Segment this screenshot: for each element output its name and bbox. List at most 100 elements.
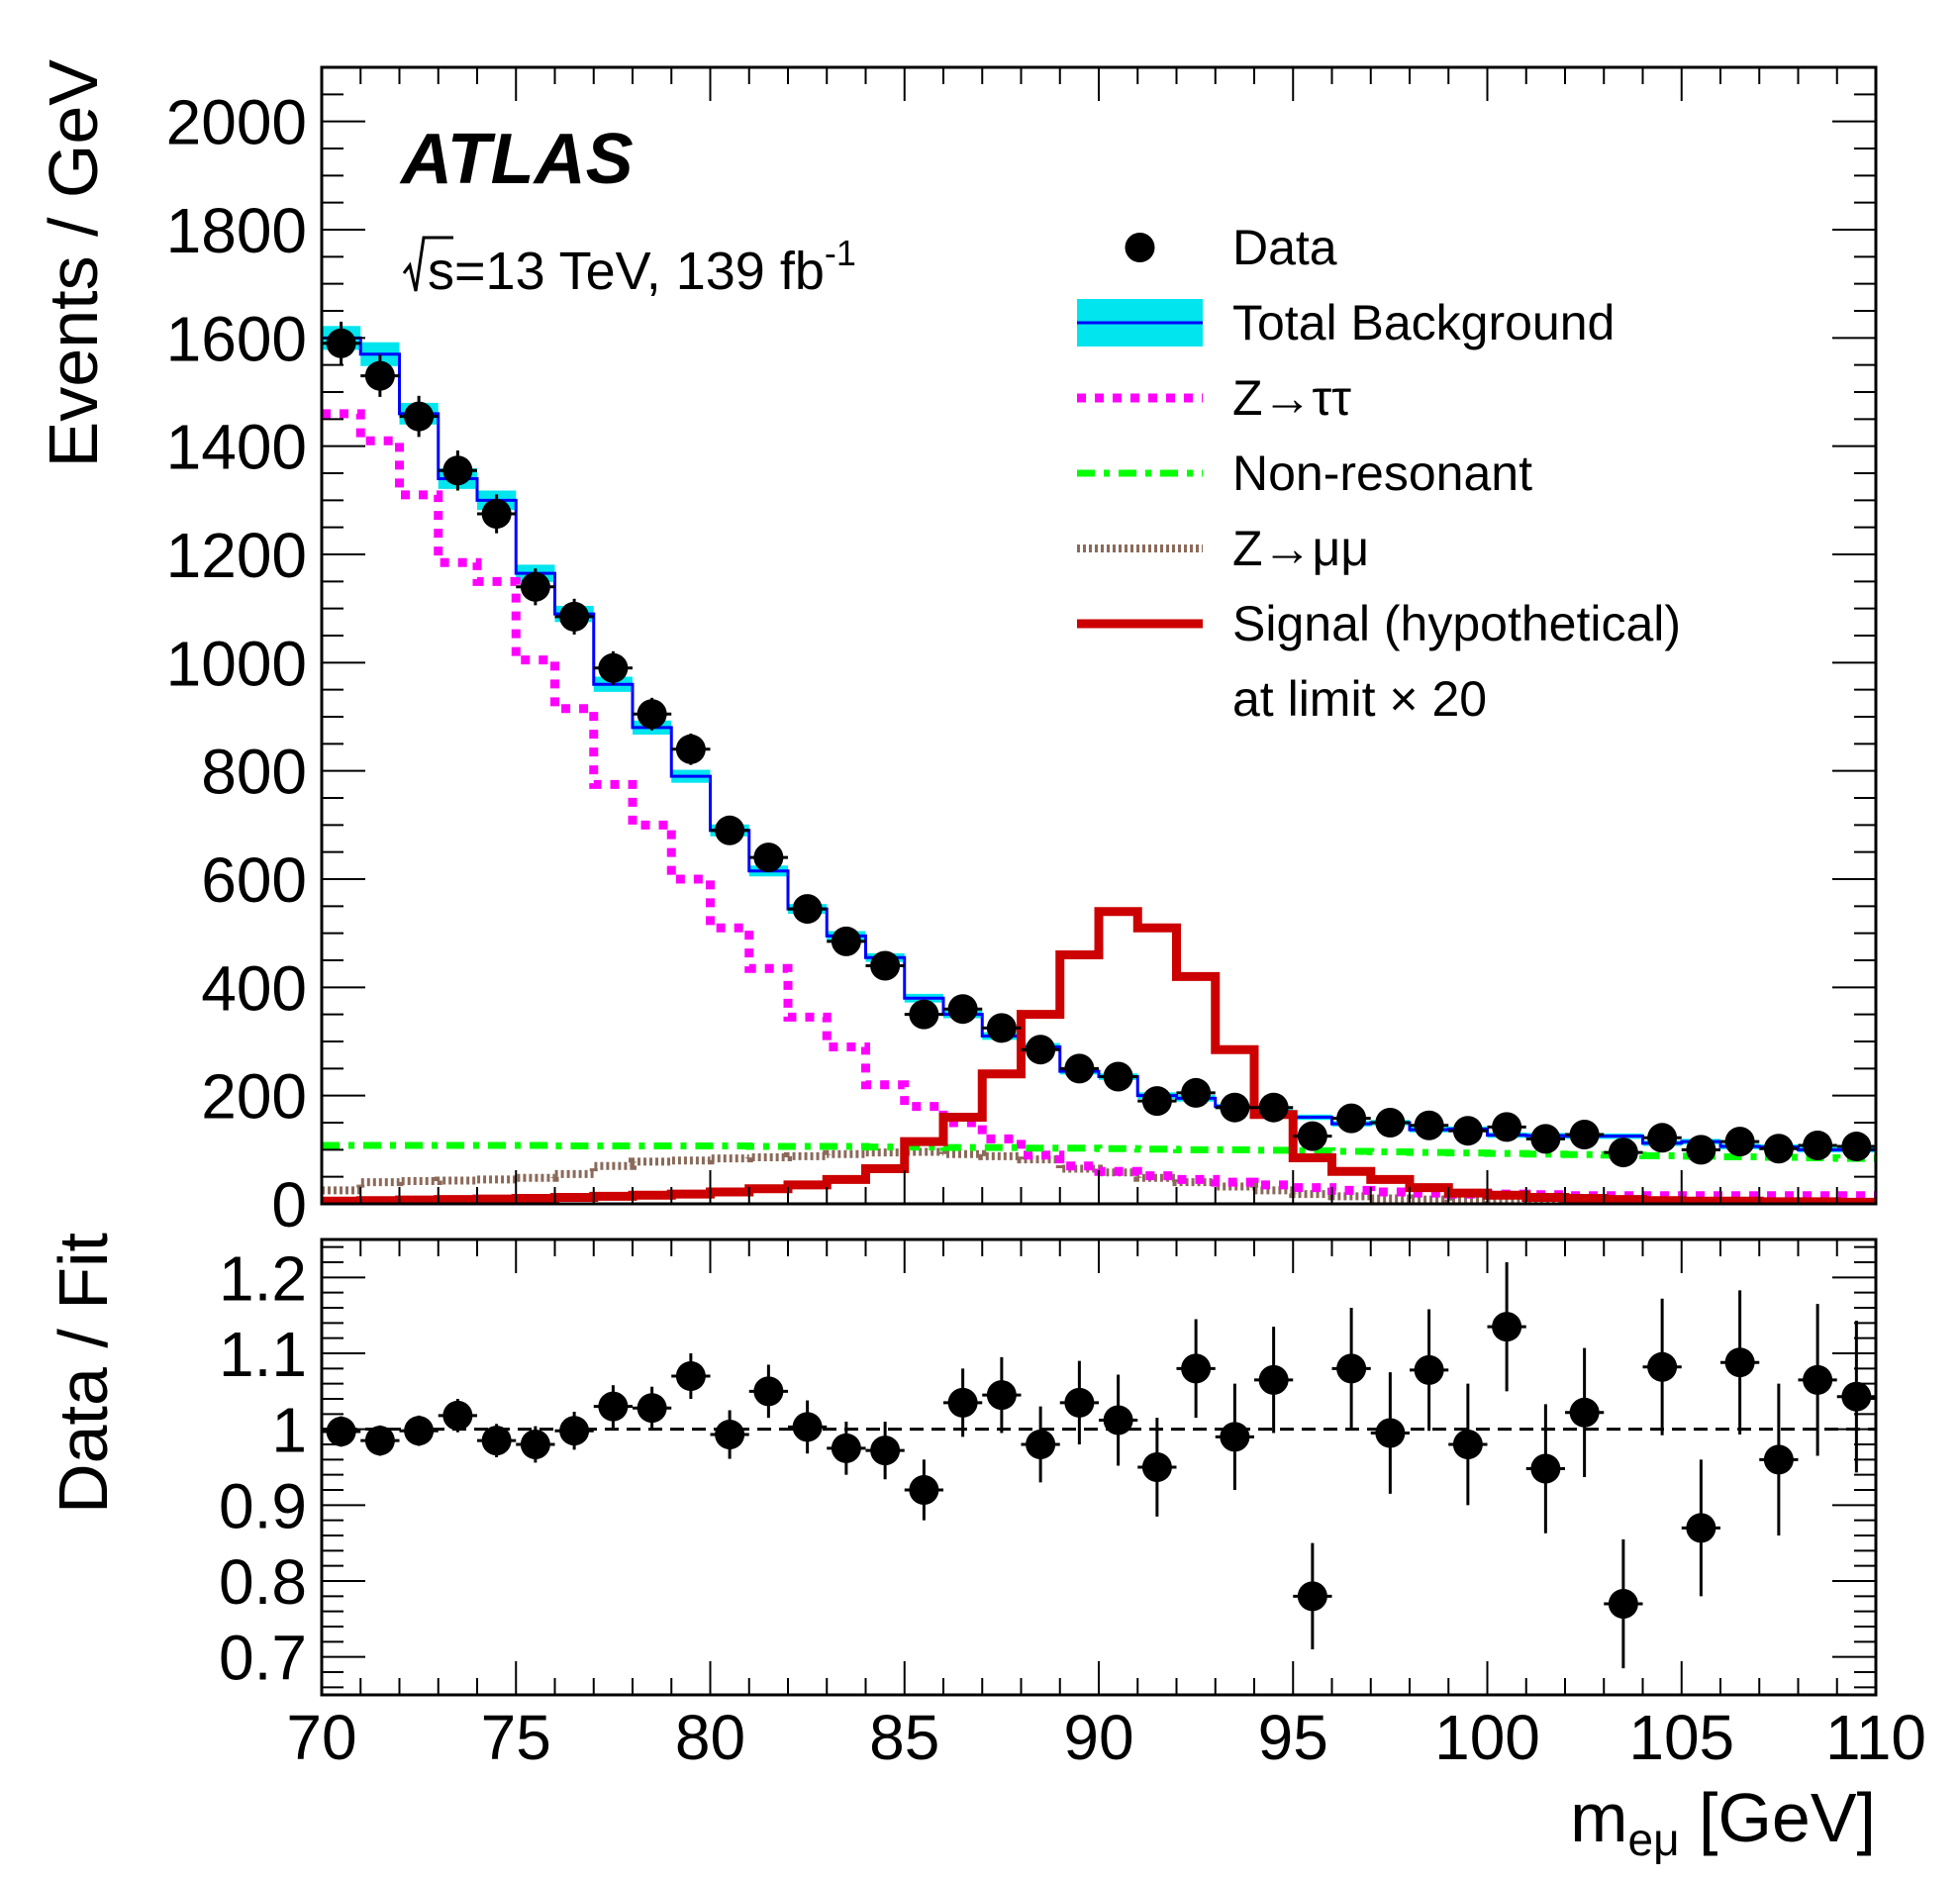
data-point (1604, 1138, 1643, 1168)
ratio-point-marker (1336, 1353, 1367, 1384)
x-tick-label: 75 (481, 1702, 551, 1773)
ratio-point-marker (1686, 1513, 1716, 1543)
data-point (399, 395, 439, 438)
y-tick-label: 0 (271, 1169, 307, 1240)
ratio-point-marker (1803, 1364, 1833, 1395)
data-point-marker (715, 815, 745, 845)
ratio-point (1099, 1374, 1138, 1466)
data-point-marker (1336, 1103, 1367, 1134)
ratio-point (477, 1424, 517, 1458)
x-tick-label: 90 (1063, 1702, 1133, 1773)
legend-label: Z→μμ (1232, 521, 1369, 576)
data-point-marker (559, 601, 590, 632)
ratio-point (1176, 1319, 1216, 1419)
legend-label: Z→ττ (1232, 370, 1351, 426)
data-point-marker (598, 652, 629, 683)
ratio-point (1331, 1308, 1371, 1430)
y-tick-label: 2000 (166, 87, 307, 158)
data-point (1681, 1135, 1720, 1165)
ratio-point (1642, 1298, 1682, 1436)
data-point-marker (1841, 1132, 1872, 1162)
data-point (516, 568, 555, 606)
y-tick-label: 0.9 (219, 1470, 307, 1541)
data-point (360, 354, 400, 397)
data-point (1059, 1053, 1099, 1084)
y-axis-title-main: Events / GeV (35, 59, 112, 468)
data-point-marker (1530, 1124, 1561, 1154)
data-point (593, 650, 633, 685)
main-plot-area (322, 321, 1876, 1204)
data-point-marker (986, 1013, 1017, 1043)
data-point (671, 733, 711, 765)
ratio-point (1565, 1347, 1605, 1477)
data-point-marker (909, 999, 939, 1030)
ratio-point-marker (1647, 1351, 1678, 1382)
y-tick-label: 800 (201, 737, 307, 808)
data-point-marker (364, 360, 395, 391)
data-point-marker (637, 699, 667, 730)
data-point (554, 598, 594, 635)
main-y-tick-labels: 0 200 400 600 800 1000 1200 1400 1600 1800 2000 (166, 87, 307, 1240)
ratio-point (360, 1425, 400, 1456)
data-point (1099, 1061, 1138, 1092)
ratio-point (1254, 1327, 1294, 1434)
ratio-point (710, 1410, 749, 1459)
data-point (477, 494, 517, 534)
ratio-point-marker (1026, 1430, 1056, 1459)
data-point-marker (1103, 1061, 1133, 1092)
signal-line (322, 907, 1876, 1204)
legend-entry: Non-resonant (1077, 446, 1532, 501)
ratio-point (554, 1412, 594, 1450)
ratio-point (1681, 1459, 1720, 1597)
ratio-point-marker (404, 1416, 435, 1446)
legend-entry: Data (1125, 220, 1337, 275)
ratio-point (943, 1368, 983, 1437)
ratio-point (1215, 1383, 1254, 1490)
data-point (1525, 1124, 1565, 1154)
data-point (1370, 1108, 1410, 1138)
ratio-point-marker (1414, 1354, 1444, 1385)
non-resonant-line (322, 1141, 1876, 1162)
ratio-point-marker (1569, 1397, 1600, 1428)
ratio-point-marker (598, 1391, 629, 1422)
ratio-point (516, 1426, 555, 1463)
ratio-point-marker (675, 1361, 706, 1391)
data-point-marker (1220, 1092, 1250, 1123)
ratio-point (1759, 1383, 1799, 1535)
ratio-point (1448, 1383, 1488, 1506)
legend: Data Total Background Z→ττ Non-resonant Z→μμ… (1077, 220, 1681, 727)
z-mumu-line (322, 1147, 1876, 1204)
svg-text:s=13 TeV, 139 fb-1: s=13 TeV, 139 fb-1 (428, 233, 856, 301)
ratio-point-marker (715, 1420, 745, 1450)
data-point-marker (1452, 1116, 1483, 1146)
ratio-point (671, 1353, 711, 1399)
data-point-marker (1181, 1077, 1212, 1108)
ratio-point-marker (1220, 1422, 1250, 1452)
ratio-point (1021, 1406, 1060, 1483)
ratio-point-marker (1258, 1364, 1289, 1395)
legend-label: Signal (hypothetical) (1232, 596, 1681, 651)
x-tick-label: 80 (675, 1702, 745, 1773)
data-point-marker (1686, 1135, 1716, 1165)
data-point (710, 815, 749, 845)
y-tick-label: 600 (201, 844, 307, 916)
ratio-point (1370, 1372, 1410, 1494)
y-tick-label: 1400 (166, 412, 307, 483)
ratio-point-marker (1841, 1381, 1872, 1412)
data-point (1293, 1121, 1332, 1151)
data-point (788, 894, 828, 925)
ratio-point-marker (1297, 1581, 1327, 1612)
ratio-panel: 0.70.80.911.11.2 70 75 80 85 90 95 100 105 110 D… (45, 1233, 1926, 1865)
data-point-marker (753, 842, 784, 873)
y-tick-label: 1 (271, 1395, 307, 1466)
data-point (1642, 1123, 1682, 1153)
ratio-point-marker (481, 1426, 512, 1456)
legend-entry: Signal (hypothetical) (1077, 596, 1681, 651)
y-tick-label: 1600 (166, 303, 307, 374)
data-point (748, 842, 788, 873)
ratio-point (1604, 1538, 1643, 1669)
data-point (633, 697, 672, 731)
ratio-point-marker (831, 1433, 861, 1463)
y-tick-label: 1000 (166, 628, 307, 699)
ratio-point-marker (1608, 1589, 1638, 1619)
